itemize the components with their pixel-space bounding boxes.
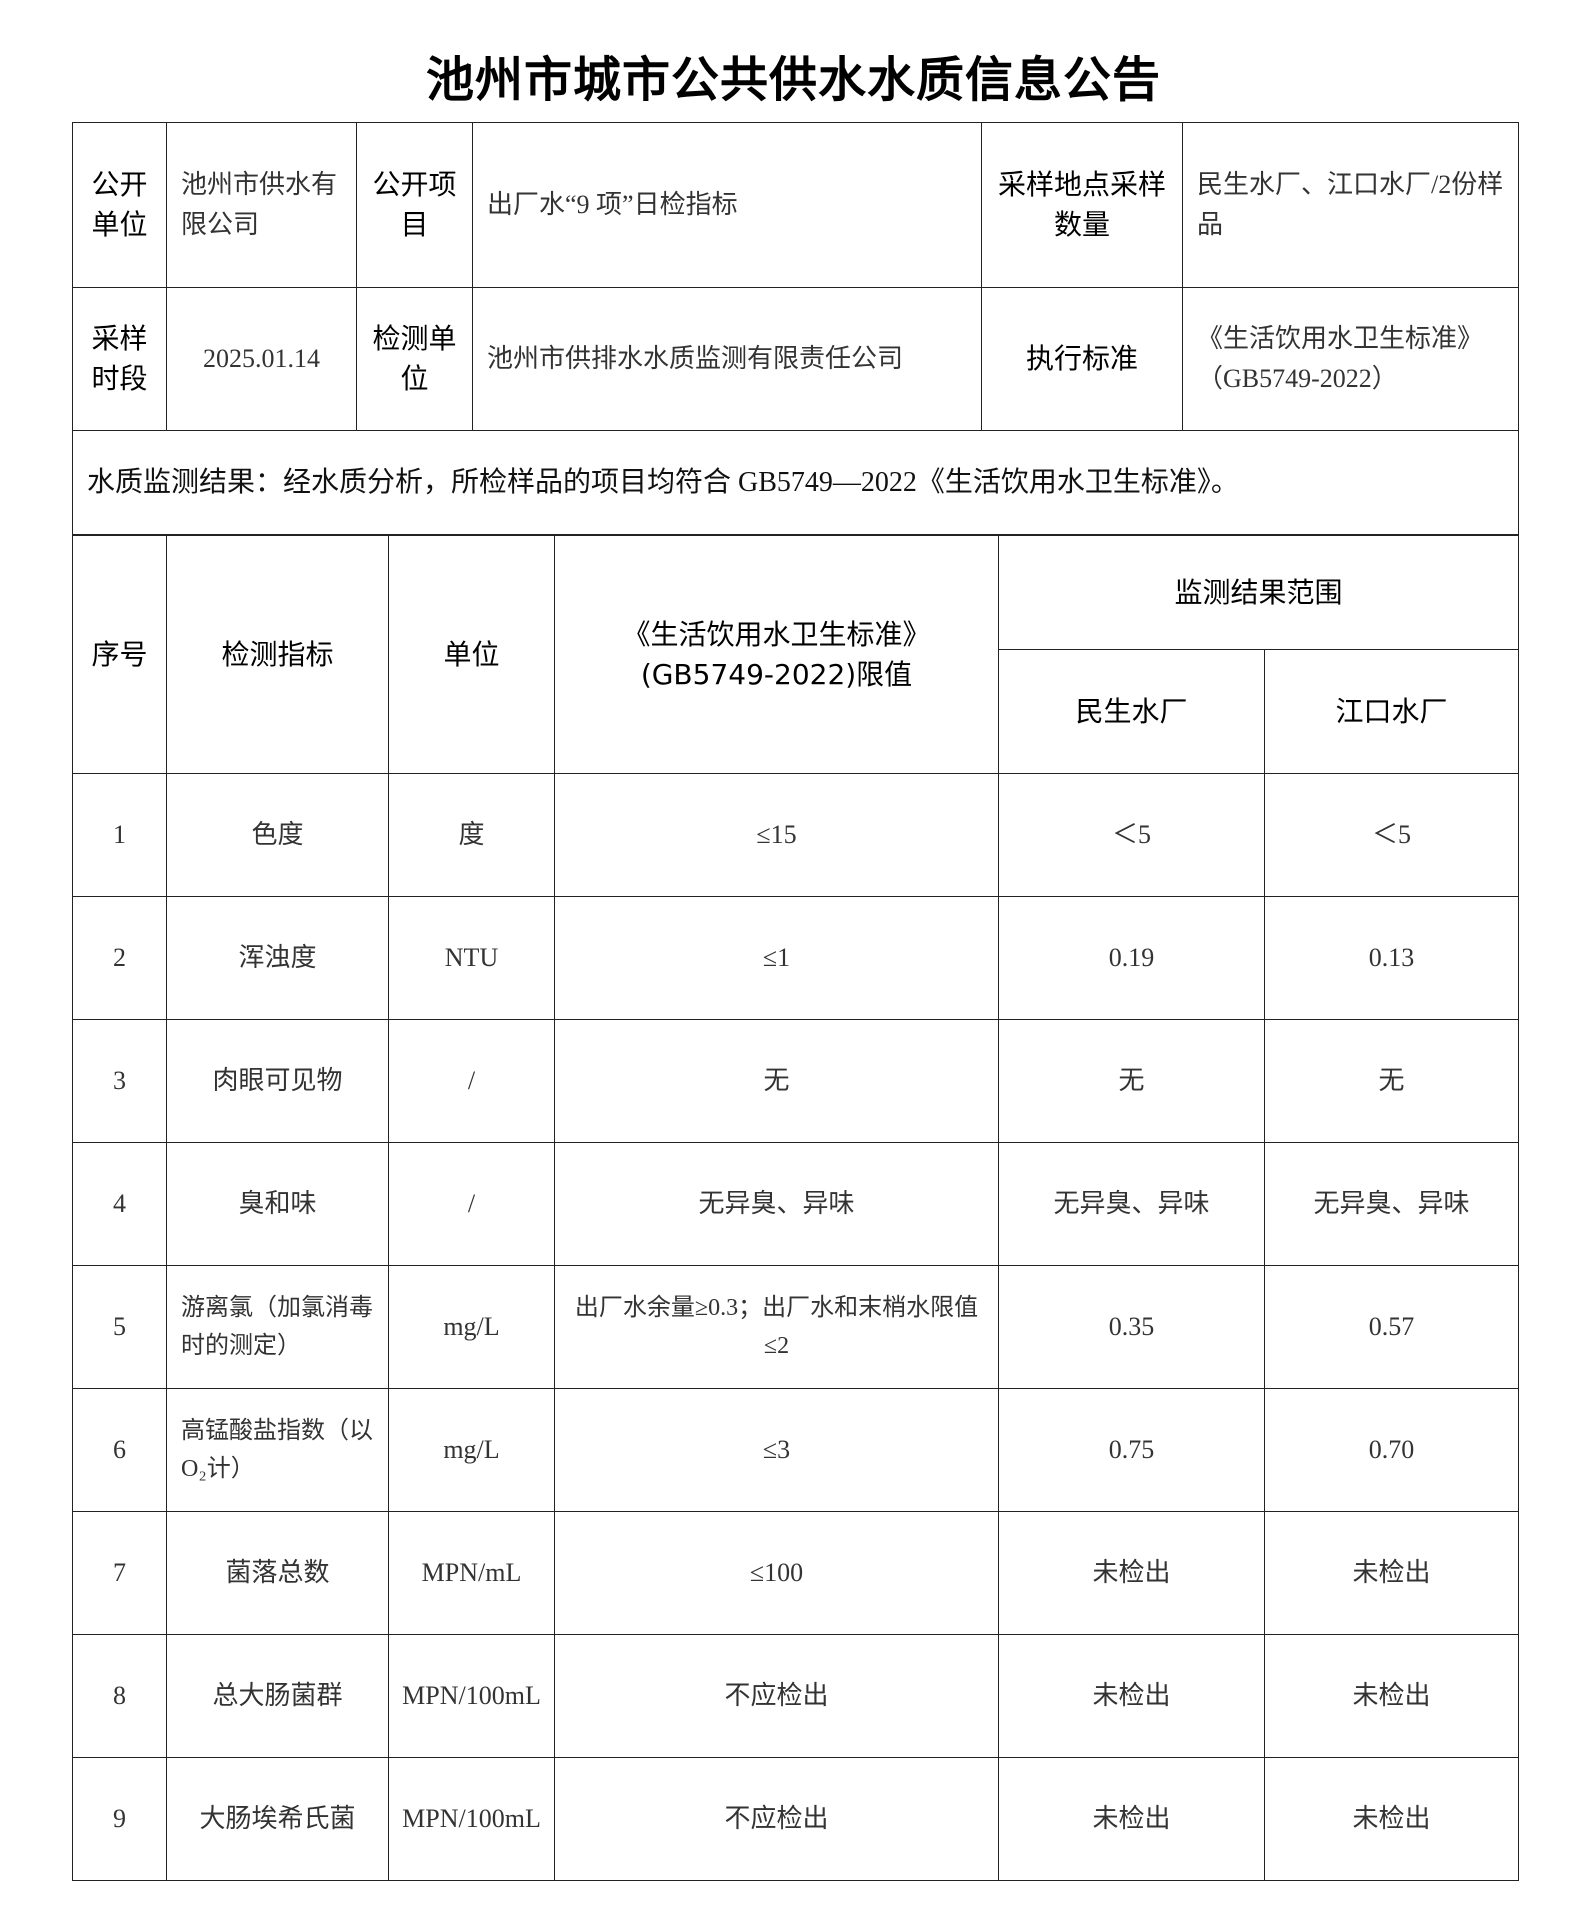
cell-unit: NTU (388, 896, 555, 1020)
cell-plant1: 0.75 (998, 1388, 1265, 1512)
cell-unit: MPN/100mL (388, 1757, 555, 1881)
std-value: 《生活饮用水卫生标准》（GB5749-2022） (1182, 287, 1519, 431)
table-row: 5 游离氯（加氯消毒时的测定） mg/L 出厂水余量≥0.3；出厂水和末梢水限值≤2 0… (72, 1265, 1520, 1389)
results-table: 序号 检测指标 单位 《生活饮用水卫生标准》 (GB5749-2022)限值 监… (72, 535, 1520, 1881)
cell-plant1: 未检出 (998, 1511, 1265, 1635)
info-table: 公开单位 池州市供水有限公司 公开项目 出厂水“9 项”日检指标 采样地点采样数… (72, 122, 1519, 535)
cell-limit: ≤3 (554, 1388, 999, 1512)
header-no: 序号 (72, 535, 167, 774)
cell-unit: / (388, 1019, 555, 1143)
table-row: 6 高锰酸盐指数（以 O₂计） mg/L ≤3 0.75 0.70 (72, 1388, 1520, 1512)
cell-plant2: 未检出 (1263, 1511, 1520, 1635)
lab-value: 池州市供排水水质监测有限责任公司 (472, 287, 982, 431)
cell-plant2: 无异臭、异味 (1263, 1142, 1520, 1266)
cell-indicator: 菌落总数 (166, 1511, 389, 1635)
cell-plant1: 无 (998, 1019, 1265, 1143)
table-row: 9 大肠埃希氏菌 MPN/100mL 不应检出 未检出 未检出 (72, 1757, 1520, 1881)
header-limit: 《生活饮用水卫生标准》 (GB5749-2022)限值 (554, 535, 999, 774)
cell-indicator: 总大肠菌群 (166, 1634, 389, 1758)
cell-unit: 度 (388, 773, 555, 897)
cell-plant1: 无异臭、异味 (998, 1142, 1265, 1266)
cell-limit: ≤100 (554, 1511, 999, 1635)
cell-indicator: 大肠埃希氏菌 (166, 1757, 389, 1881)
cell-indicator: 臭和味 (166, 1142, 389, 1266)
cell-plant2: 无 (1263, 1019, 1520, 1143)
cell-unit: mg/L (388, 1265, 555, 1389)
conclusion: 水质监测结果：经水质分析，所检样品的项目均符合 GB5749—2022《生活饮用… (72, 430, 1519, 535)
std-label: 执行标准 (981, 287, 1183, 431)
cell-plant1: 未检出 (998, 1634, 1265, 1758)
cell-indicator: 游离氯（加氯消毒时的测定） (166, 1265, 389, 1389)
cell-limit: 不应检出 (554, 1634, 999, 1758)
cell-limit: ≤1 (554, 896, 999, 1020)
cell-plant1: 未检出 (998, 1757, 1265, 1881)
header-plant2: 江口水厂 (1263, 649, 1520, 774)
cell-unit: mg/L (388, 1388, 555, 1512)
period-label: 采样时段 (72, 287, 167, 431)
publisher-value: 池州市供水有限公司 (166, 122, 357, 288)
cell-no: 7 (72, 1511, 167, 1635)
header-range: 监测结果范围 (997, 535, 1520, 650)
cell-no: 4 (72, 1142, 167, 1266)
cell-no: 6 (72, 1388, 167, 1512)
cell-unit: / (388, 1142, 555, 1266)
header-limit-line2: (GB5749-2022)限值 (640, 657, 913, 691)
table-row: 1 色度度 ≤15 ＜5 ＜5 (72, 773, 1520, 897)
table-row: 7 菌落总数 MPN/mL ≤100 未检出 未检出 (72, 1511, 1520, 1635)
lab-label: 检测单位 (356, 287, 473, 431)
period-value: 2025.01.14 (166, 287, 357, 431)
header-indicator: 检测指标 (166, 535, 389, 774)
page-title: 池州市城市公共供水水质信息公告 (425, 52, 1161, 108)
cell-indicator: 浑浊度 (166, 896, 389, 1020)
cell-no: 8 (72, 1634, 167, 1758)
cell-indicator: 色度 (166, 773, 389, 897)
site-label: 采样地点采样数量 (981, 122, 1183, 288)
cell-indicator: 肉眼可见物 (166, 1019, 389, 1143)
cell-plant2: 0.70 (1263, 1388, 1520, 1512)
site-value: 民生水厂、江口水厂/2份样品 (1182, 122, 1519, 288)
item-value: 出厂水“9 项”日检指标 (472, 122, 982, 288)
cell-no: 9 (72, 1757, 167, 1881)
cell-plant2: ＜5 (1263, 773, 1520, 897)
table-row: 2 浑浊度 NTU ≤1 0.19 0.13 (72, 896, 1520, 1020)
cell-plant1: 0.35 (998, 1265, 1265, 1389)
cell-indicator: 高锰酸盐指数（以 O₂计） (166, 1388, 389, 1512)
cell-plant1: 0.19 (998, 896, 1265, 1020)
cell-limit: 无 (554, 1019, 999, 1143)
table-row: 8 总大肠菌群 MPN/100mL 不应检出 未检出 未检出 (72, 1634, 1520, 1758)
cell-limit: 无异臭、异味 (554, 1142, 999, 1266)
header-limit-line1: 《生活饮用水卫生标准》 (622, 617, 931, 651)
cell-limit: 出厂水余量≥0.3；出厂水和末梢水限值≤2 (554, 1265, 999, 1389)
publisher-label: 公开单位 (72, 122, 167, 288)
cell-no: 5 (72, 1265, 167, 1389)
cell-plant2: 0.13 (1263, 896, 1520, 1020)
cell-unit: MPN/mL (388, 1511, 555, 1635)
cell-plant1: ＜5 (998, 773, 1265, 897)
cell-unit: MPN/100mL (388, 1634, 555, 1758)
cell-limit: ≤15 (554, 773, 999, 897)
table-row: 4 臭和味 / 无异臭、异味 无异臭、异味 无异臭、异味 (72, 1142, 1520, 1266)
cell-limit: 不应检出 (554, 1757, 999, 1881)
cell-plant2: 未检出 (1263, 1634, 1520, 1758)
header-unit: 单位 (388, 535, 555, 774)
cell-plant2: 未检出 (1263, 1757, 1520, 1881)
header-plant1: 民生水厂 (998, 649, 1265, 774)
cell-no: 1 (72, 773, 167, 897)
cell-no: 3 (72, 1019, 167, 1143)
cell-plant2: 0.57 (1263, 1265, 1520, 1389)
item-label: 公开项目 (356, 122, 473, 288)
cell-no: 2 (72, 896, 167, 1020)
table-row: 3 肉眼可见物 / 无无无 (72, 1019, 1520, 1143)
